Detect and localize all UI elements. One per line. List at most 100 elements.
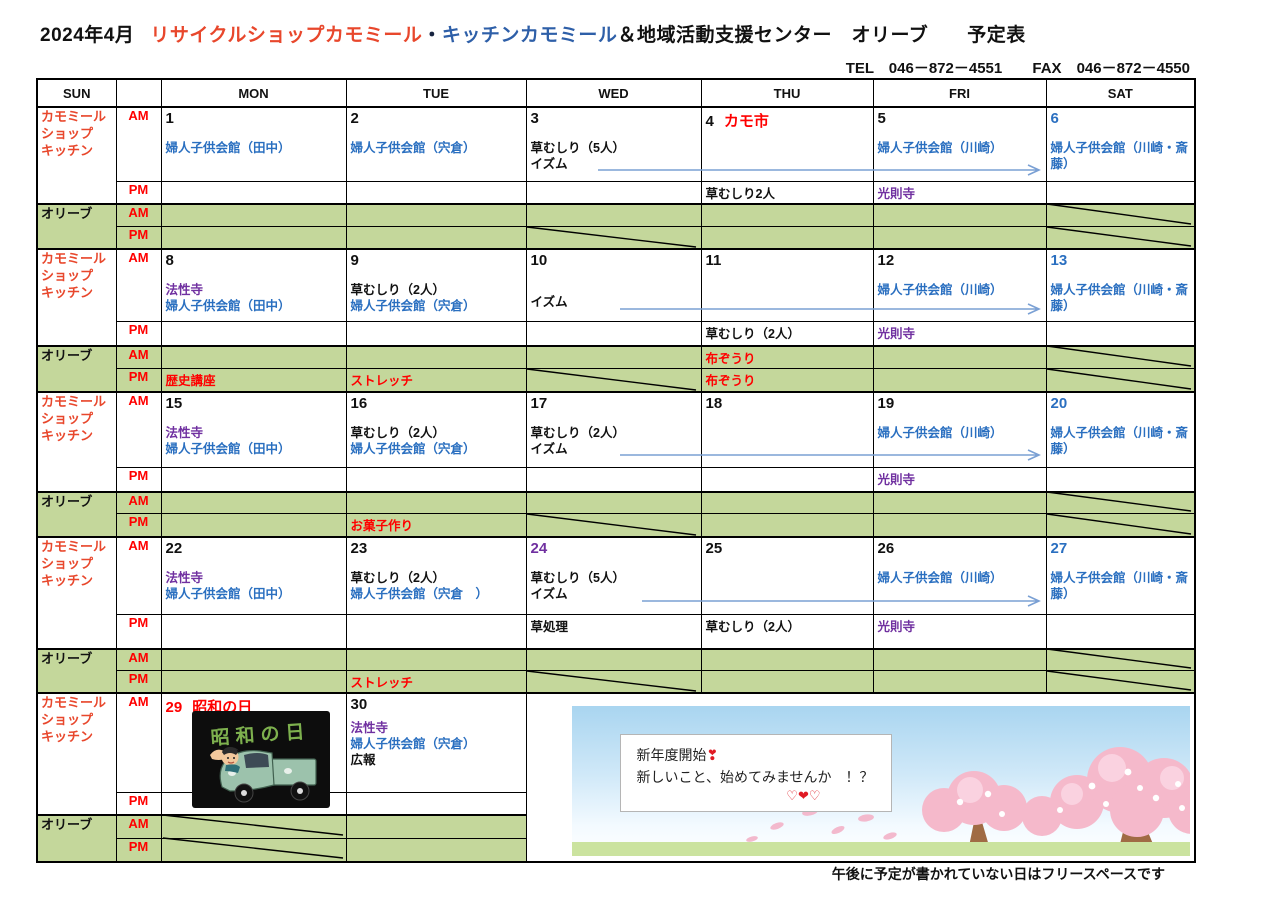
am-label: AM: [115, 814, 162, 839]
day-cell-5: 5 婦人子供会館（川崎）: [872, 106, 1047, 182]
heart-exclamation-icon: ❣: [706, 747, 719, 763]
am-label: AM: [115, 535, 162, 615]
header-tue: TUE: [345, 78, 527, 108]
olive-am-cell: [1045, 490, 1196, 514]
pm-cell: 草むしり2人: [700, 180, 874, 204]
entry: 草むしり（5人）: [530, 141, 625, 155]
pm-cell: [345, 321, 527, 346]
entry: 草むしり（2人）: [350, 570, 445, 585]
day-cell-26: 26 婦人子供会館（川崎）: [872, 535, 1047, 615]
entry: 婦人子供会館（川崎）: [877, 570, 1003, 585]
am-label: AM: [115, 202, 162, 227]
olive-am-cell: [345, 814, 527, 839]
olive-pm-cell: 布ぞうり: [700, 368, 874, 392]
entry: 法性寺: [165, 425, 204, 440]
pm-label: PM: [115, 321, 162, 346]
olive-pm-cell: [525, 513, 702, 537]
olive-pm-cell: [160, 837, 347, 863]
am-label: AM: [115, 247, 162, 322]
title-separator: ・: [422, 25, 442, 46]
olive-am-cell: [160, 647, 347, 671]
olive-am-cell: [1045, 202, 1196, 227]
olive-am-cell: [525, 344, 702, 369]
pm-cell: [525, 180, 702, 204]
header-blank: [115, 78, 162, 108]
day-cell-3: 3 草むしり（5人） イズム: [525, 106, 702, 182]
entry: 広報: [350, 753, 376, 767]
entry: 婦人子供会館（川崎・斎藤）: [1050, 141, 1189, 171]
title-recycle-shop: リサイクルショップカモミール: [150, 25, 423, 46]
pm-label: PM: [115, 670, 162, 694]
pm-cell: [1045, 321, 1196, 346]
day-cell-30: 30 法性寺 婦人子供会館（宍倉） 広報: [345, 692, 527, 793]
row-label-chamomile: カモミール ショップ キッチン: [36, 692, 117, 816]
olive-am-cell: [345, 202, 527, 227]
entry: 法性寺: [165, 282, 204, 297]
message-line-2: 新しいこと、始めてみませんか ！？: [636, 769, 874, 785]
pm-label: PM: [115, 791, 162, 816]
fax-number: FAX 046－872－4550: [1032, 60, 1190, 77]
olive-pm-cell: [872, 226, 1047, 249]
truck-icon: [210, 747, 317, 803]
pm-label: PM: [115, 226, 162, 249]
pm-label: PM: [115, 180, 162, 204]
olive-am-cell: [160, 202, 347, 227]
entry: 婦人子供会館（宍倉 ）: [350, 586, 489, 601]
entry: 婦人子供会館（川崎・斎藤）: [1050, 570, 1189, 601]
pm-cell: [160, 321, 347, 346]
olive-pm-cell: [160, 226, 347, 249]
olive-pm-cell: [345, 837, 527, 863]
olive-am-cell: [525, 490, 702, 514]
am-label: AM: [115, 344, 162, 369]
header-wed: WED: [525, 78, 702, 108]
kamo-market-event: カモ市: [723, 113, 769, 130]
header-fri: FRI: [872, 78, 1047, 108]
olive-pm-cell: [700, 670, 874, 694]
new-year-message-box: 新年度開始❣ 新しいこと、始めてみませんか ！？ ♡❤♡: [619, 734, 892, 812]
day-cell-25: 25: [700, 535, 874, 615]
entry: 法性寺: [165, 570, 204, 585]
pm-cell: 光則寺: [872, 614, 1047, 649]
olive-pm-cell: [525, 226, 702, 249]
day-cell-9: 9 草むしり（2人） 婦人子供会館（宍倉）: [345, 247, 527, 322]
pm-cell: [345, 614, 527, 649]
tel-number: TEL 046－872－4551: [845, 60, 1003, 77]
day-cell-24: 24 草むしり（5人） イズム: [525, 535, 702, 615]
entry: 婦人子供会館（田中）: [165, 586, 291, 601]
row-label-chamomile: カモミール ショップ キッチン: [36, 247, 117, 346]
pm-cell: [1045, 180, 1196, 204]
day-cell-11: 11: [700, 247, 874, 322]
day-cell-16: 16 草むしり（2人） 婦人子供会館（宍倉）: [345, 390, 527, 468]
am-label: AM: [115, 390, 162, 468]
olive-pm-cell: [160, 513, 347, 537]
pm-cell: [345, 791, 527, 816]
olive-am-cell: [872, 490, 1047, 514]
pm-label: PM: [115, 467, 162, 492]
entry: 婦人子供会館（田中）: [165, 298, 291, 313]
pm-cell: 光則寺: [872, 467, 1047, 492]
entry: 婦人子供会館（田中）: [165, 141, 291, 155]
row-label-chamomile: カモミール ショップ キッチン: [36, 535, 117, 649]
day-cell-4: 4 カモ市: [700, 106, 874, 182]
olive-am-cell: [1045, 344, 1196, 369]
olive-am-cell: [345, 647, 527, 671]
header-sun: SUN: [36, 78, 117, 108]
olive-am-cell: [1045, 647, 1196, 671]
promo-area: 新年度開始❣ 新しいこと、始めてみませんか ！？ ♡❤♡: [525, 692, 1196, 863]
entry: イズム: [530, 157, 568, 171]
row-label-olive: オリーブ: [36, 490, 117, 537]
page-title: 2024年4月 リサイクルショップカモミール・キッチンカモミール＆地域活動支援セン…: [40, 20, 1026, 47]
day-cell-27: 27 婦人子供会館（川崎・斎藤）: [1045, 535, 1196, 615]
day-cell-19: 19 婦人子供会館（川崎）: [872, 390, 1047, 468]
olive-pm-cell: [872, 513, 1047, 537]
olive-am-cell: [160, 344, 347, 369]
entry: 草むしり（2人）: [350, 282, 445, 297]
olive-pm-cell: [1045, 226, 1196, 249]
olive-pm-cell: [525, 368, 702, 392]
day-cell-15: 15 法性寺 婦人子供会館（田中）: [160, 390, 347, 468]
olive-am-cell: [872, 344, 1047, 369]
olive-pm-cell: [872, 368, 1047, 392]
header-thu: THU: [700, 78, 874, 108]
am-label: AM: [115, 647, 162, 671]
